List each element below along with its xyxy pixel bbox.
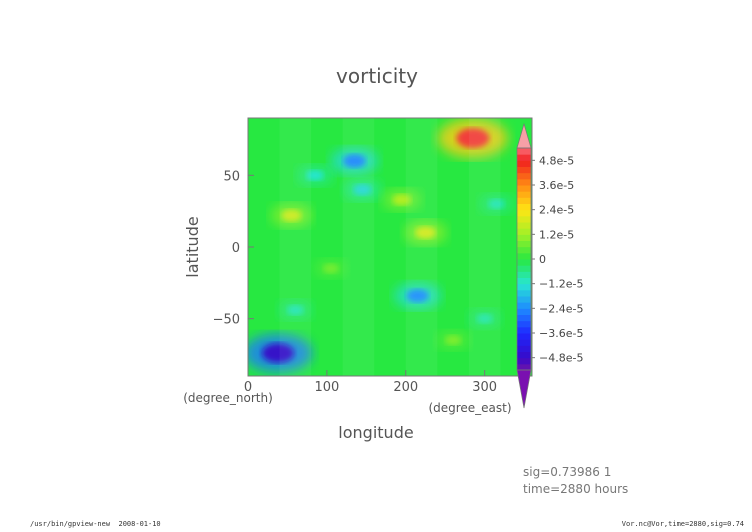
colorbar-band: [517, 296, 531, 303]
colorbar-band: [517, 345, 531, 352]
colorbar-band: [517, 240, 531, 248]
colorbar-band: [517, 209, 531, 217]
vorticity-feature: [456, 128, 490, 148]
colorbar-label: 1.2e-5: [539, 228, 574, 241]
time-annotation: time=2880 hours: [523, 482, 628, 496]
colorbar-band: [517, 271, 531, 278]
colorbar-band: [517, 172, 531, 180]
colorbar-band: [517, 326, 531, 334]
colorbar-band: [517, 197, 531, 204]
colorbar-label: 4.8e-5: [539, 154, 574, 167]
field-background: [248, 118, 532, 376]
longitude-stratum: [468, 118, 501, 376]
longitude-stratum: [342, 118, 375, 376]
colorbar-band: [517, 234, 531, 241]
y-unit-label: (degree_north): [183, 391, 273, 405]
colorbar-band: [517, 339, 531, 346]
vorticity-feature: [353, 184, 372, 196]
colorbar-label: 2.4e-5: [539, 204, 574, 217]
colorbar-band: [517, 178, 531, 186]
vorticity-feature: [406, 289, 429, 303]
x-tick-label: 200: [393, 380, 418, 395]
colorbar-band: [517, 222, 531, 229]
colorbar-band: [517, 265, 531, 272]
y-axis: 50 0 −50: [213, 169, 254, 328]
colorbar-band: [517, 302, 531, 309]
colorbar-band: [517, 289, 531, 297]
colorbar-band: [517, 357, 531, 365]
vorticity-feature: [445, 335, 462, 345]
sig-annotation: sig=0.73986 1: [523, 465, 611, 479]
longitude-stratum: [405, 118, 438, 376]
colorbar-band: [517, 191, 531, 198]
colorbar-band: [517, 320, 531, 328]
colorbar: 4.8e-5 3.6e-5 2.4e-5 1.2e-5 0 −1.2e-5 −2.4e-5 −…: [516, 122, 583, 409]
longitude-stratum: [279, 118, 312, 376]
footer-right: Vor.nc@Vor,time=2880,sig=0.74: [621, 520, 744, 528]
colorbar-band: [517, 148, 531, 155]
vorticity-feature: [488, 199, 505, 209]
colorbar-band: [517, 203, 531, 211]
colorbar-band: [517, 215, 531, 223]
x-axis-title: longitude: [338, 423, 413, 442]
vorticity-feature: [476, 313, 493, 324]
vorticity-feature: [392, 194, 411, 206]
colorbar-band: [517, 185, 531, 192]
footer-left: /usr/bin/gpview-new 2008-01-10: [30, 520, 161, 528]
colorbar-band: [517, 363, 531, 371]
colorbar-band: [517, 308, 531, 315]
vorticity-feature: [343, 154, 366, 168]
vorticity-feature: [323, 263, 339, 274]
colorbar-band: [517, 351, 531, 359]
vorticity-feature: [415, 226, 436, 239]
y-tick-label: −50: [213, 313, 240, 328]
x-tick-label: 0: [244, 380, 252, 395]
colorbar-band: [517, 252, 531, 260]
y-tick-label: 50: [223, 169, 240, 184]
colorbar-band: [517, 228, 531, 235]
longitude-strata: [279, 118, 501, 376]
vorticity-feature: [306, 170, 324, 181]
colorbar-band: [517, 277, 531, 285]
plot-area: [248, 118, 532, 376]
colorbar-label: 3.6e-5: [539, 179, 574, 192]
vorticity-features: [248, 118, 514, 373]
colorbar-band: [517, 154, 531, 161]
colorbar-band: [517, 246, 531, 254]
colorbar-band: [517, 283, 531, 291]
vorticity-feature: [281, 209, 302, 222]
y-tick-label: 0: [232, 241, 240, 256]
x-axis: 0 100 200 300: [244, 370, 497, 395]
colorbar-label: −3.6e-5: [539, 327, 583, 340]
colorbar-label: 0: [539, 253, 546, 266]
vorticity-feature: [261, 343, 295, 363]
x-unit-label: (degree_east): [428, 401, 511, 415]
colorbar-band: [517, 160, 531, 167]
colorbar-band: [517, 259, 531, 266]
x-tick-label: 300: [472, 380, 497, 395]
vorticity-feature: [287, 305, 304, 315]
y-axis-title: latitude: [183, 216, 202, 277]
colorbar-label: −1.2e-5: [539, 278, 583, 291]
colorbar-band: [517, 166, 531, 174]
colorbar-under-arrow: [516, 369, 532, 409]
colorbar-label: −4.8e-5: [539, 352, 583, 365]
colorbar-band: [517, 314, 531, 322]
colorbar-band: [517, 333, 531, 340]
x-tick-label: 100: [314, 380, 339, 395]
colorbar-label: −2.4e-5: [539, 302, 583, 315]
chart-title: vorticity: [336, 64, 418, 88]
